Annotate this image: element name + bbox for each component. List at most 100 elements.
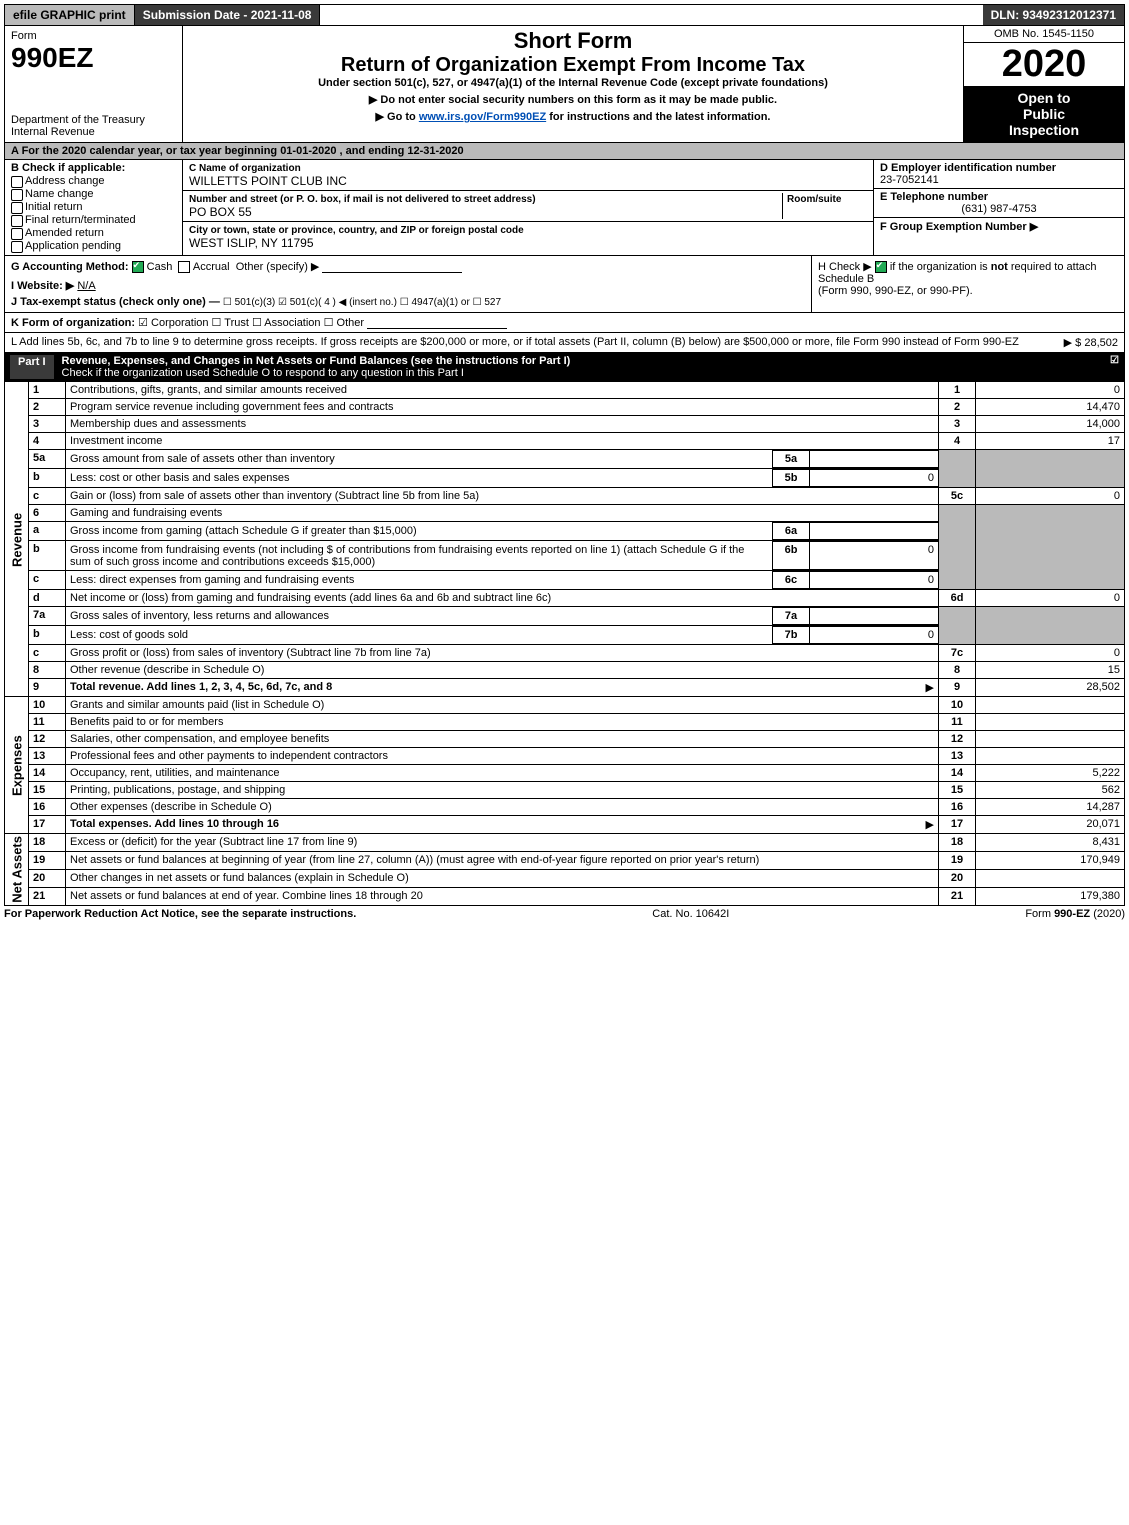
line-20-ref: 20 bbox=[939, 869, 976, 887]
line-1-text: Contributions, gifts, grants, and simila… bbox=[66, 382, 939, 399]
line-18-text: Excess or (deficit) for the year (Subtra… bbox=[66, 834, 939, 852]
c-street-label: Number and street (or P. O. box, if mail… bbox=[189, 194, 536, 205]
h-not: not bbox=[991, 261, 1008, 273]
b-item-4: Amended return bbox=[25, 227, 104, 239]
line-20-amt bbox=[976, 869, 1125, 887]
line-7a-subamt bbox=[810, 608, 939, 625]
line-3-text: Membership dues and assessments bbox=[66, 416, 939, 433]
line-10-amt bbox=[976, 697, 1125, 714]
line-12-text: Salaries, other compensation, and employ… bbox=[66, 731, 939, 748]
footer-left: For Paperwork Reduction Act Notice, see … bbox=[4, 908, 356, 920]
k-opts: ☑ Corporation ☐ Trust ☐ Association ☐ Ot… bbox=[138, 317, 364, 329]
c-room-label: Room/suite bbox=[787, 194, 841, 205]
goto-pre: ▶ Go to bbox=[376, 111, 419, 123]
part-i-sub: Check if the organization used Schedule … bbox=[62, 367, 464, 379]
k-other-input[interactable] bbox=[367, 318, 507, 329]
line-5ab-amt-grey bbox=[976, 450, 1125, 488]
revenue-section-label: Revenue bbox=[5, 382, 29, 697]
check-final-return[interactable] bbox=[11, 215, 23, 227]
line-7a-num: 7a bbox=[29, 607, 66, 626]
h-text2: if the organization is bbox=[890, 261, 991, 273]
l-amount: ▶ $ 28,502 bbox=[1056, 336, 1118, 349]
k-label: K Form of organization: bbox=[11, 317, 135, 329]
line-2-amt: 14,470 bbox=[976, 399, 1125, 416]
irs-link[interactable]: www.irs.gov/Form990EZ bbox=[419, 111, 546, 123]
b-item-1: Name change bbox=[25, 188, 94, 200]
b-item-0: Address change bbox=[25, 175, 105, 187]
check-initial-return[interactable] bbox=[11, 202, 23, 214]
line-5a-num: 5a bbox=[29, 450, 66, 469]
line-6a-text: Gross income from gaming (attach Schedul… bbox=[66, 523, 773, 540]
netassets-section-label: Net Assets bbox=[5, 834, 29, 906]
d-value: 23-7052141 bbox=[880, 174, 939, 186]
dept-line2: Internal Revenue bbox=[11, 126, 95, 138]
line-15-ref: 15 bbox=[939, 782, 976, 799]
line-12-ref: 12 bbox=[939, 731, 976, 748]
line-3-amt: 14,000 bbox=[976, 416, 1125, 433]
h-text1: H Check ▶ bbox=[818, 261, 875, 273]
dept-treasury: Department of the Treasury Internal Reve… bbox=[11, 114, 176, 138]
line-6b-num: b bbox=[29, 541, 66, 571]
check-cash[interactable] bbox=[132, 261, 144, 273]
line-15-num: 15 bbox=[29, 782, 66, 799]
g-accrual: Accrual bbox=[193, 261, 230, 273]
submission-date-button[interactable]: Submission Date - 2021-11-08 bbox=[135, 5, 321, 25]
check-accrual[interactable] bbox=[178, 261, 190, 273]
line-20-num: 20 bbox=[29, 869, 66, 887]
line-10-num: 10 bbox=[29, 697, 66, 714]
line-21-num: 21 bbox=[29, 887, 66, 905]
check-amended-return[interactable] bbox=[11, 228, 23, 240]
line-7c-num: c bbox=[29, 645, 66, 662]
j-opts: ☐ 501(c)(3) ☑ 501(c)( 4 ) ◀ (insert no.)… bbox=[223, 297, 501, 308]
line-6d-text: Net income or (loss) from gaming and fun… bbox=[66, 590, 939, 607]
line-4-ref: 4 bbox=[939, 433, 976, 450]
line-1-num: 1 bbox=[29, 382, 66, 399]
line-13-ref: 13 bbox=[939, 748, 976, 765]
line-16-ref: 16 bbox=[939, 799, 976, 816]
line-17-ref: 17 bbox=[939, 816, 976, 834]
line-16-num: 16 bbox=[29, 799, 66, 816]
e-value: (631) 987-4753 bbox=[880, 203, 1118, 215]
line-9-num: 9 bbox=[29, 679, 66, 697]
line-17-text: Total expenses. Add lines 10 through 16 bbox=[70, 818, 279, 830]
c-name-value: WILLETTS POINT CLUB INC bbox=[189, 174, 347, 188]
g-other-input[interactable] bbox=[322, 262, 462, 273]
line-8-ref: 8 bbox=[939, 662, 976, 679]
check-h[interactable] bbox=[875, 261, 887, 273]
form-label: Form bbox=[11, 30, 176, 42]
line-7b-text: Less: cost of goods sold bbox=[66, 627, 773, 644]
line-6d-num: d bbox=[29, 590, 66, 607]
line-6a-subamt bbox=[810, 523, 939, 540]
line-6c-num: c bbox=[29, 571, 66, 590]
dln-label: DLN: 93492312012371 bbox=[983, 5, 1124, 25]
line-8-text: Other revenue (describe in Schedule O) bbox=[66, 662, 939, 679]
e-label: E Telephone number bbox=[880, 191, 988, 203]
efile-print-button[interactable]: efile GRAPHIC print bbox=[5, 5, 135, 25]
check-application-pending[interactable] bbox=[11, 241, 23, 253]
line-15-amt: 562 bbox=[976, 782, 1125, 799]
check-address-change[interactable] bbox=[11, 176, 23, 188]
line-7c-text: Gross profit or (loss) from sales of inv… bbox=[66, 645, 939, 662]
line-19-text: Net assets or fund balances at beginning… bbox=[66, 852, 939, 870]
line-7c-amt: 0 bbox=[976, 645, 1125, 662]
line-13-amt bbox=[976, 748, 1125, 765]
top-bar: efile GRAPHIC print Submission Date - 20… bbox=[4, 4, 1125, 26]
h-text4: (Form 990, 990-EZ, or 990-PF). bbox=[818, 285, 973, 297]
line-9-amt: 28,502 bbox=[976, 679, 1125, 697]
line-6-num: 6 bbox=[29, 505, 66, 522]
part-i-label: Part I bbox=[10, 355, 54, 379]
line-5b-text: Less: cost or other basis and sales expe… bbox=[66, 470, 773, 487]
line-17-num: 17 bbox=[29, 816, 66, 834]
line-7c-ref: 7c bbox=[939, 645, 976, 662]
check-name-change[interactable] bbox=[11, 189, 23, 201]
line-21-ref: 21 bbox=[939, 887, 976, 905]
i-label: I Website: ▶ bbox=[11, 280, 74, 292]
f-label: F Group Exemption Number ▶ bbox=[880, 221, 1038, 233]
line-3-ref: 3 bbox=[939, 416, 976, 433]
line-11-text: Benefits paid to or for members bbox=[66, 714, 939, 731]
line-21-amt: 179,380 bbox=[976, 887, 1125, 905]
line-9-ref: 9 bbox=[939, 679, 976, 697]
line-6c-text: Less: direct expenses from gaming and fu… bbox=[66, 572, 773, 589]
line-7b-subref: 7b bbox=[773, 627, 810, 644]
line-7ab-ref-grey bbox=[939, 607, 976, 645]
